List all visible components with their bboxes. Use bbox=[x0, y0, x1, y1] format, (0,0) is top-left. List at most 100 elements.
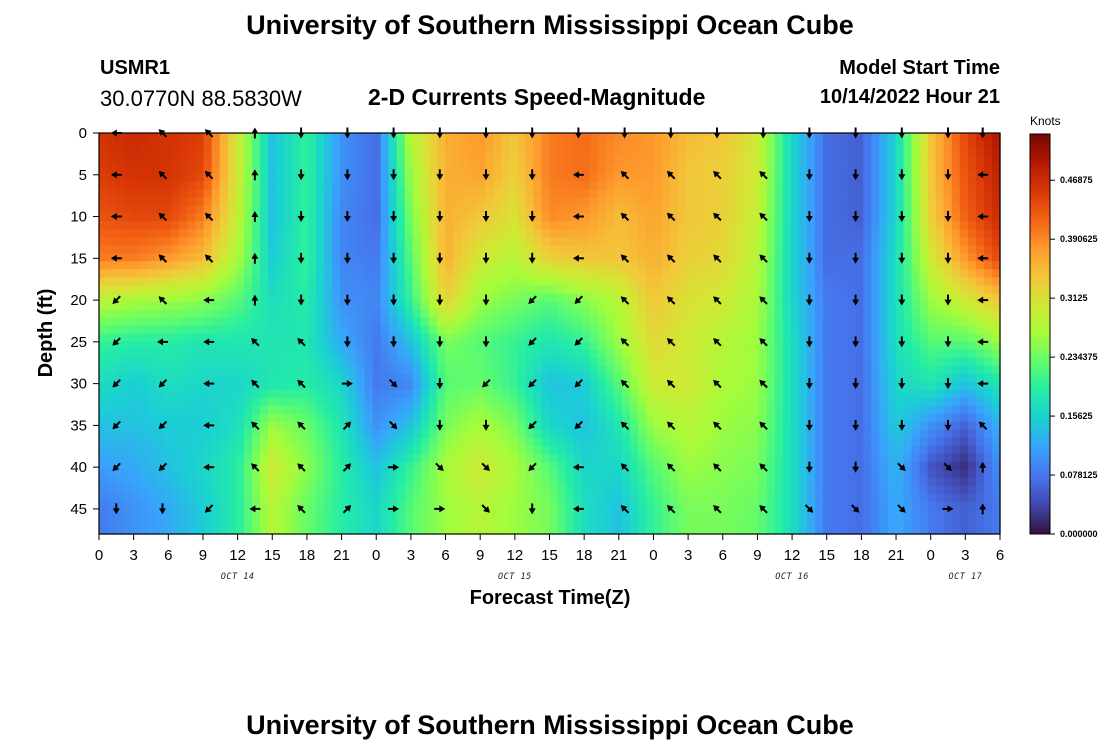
heat-cell bbox=[766, 405, 776, 415]
heat-cell bbox=[879, 437, 888, 447]
heat-cell bbox=[195, 429, 205, 439]
heat-cell bbox=[863, 365, 872, 375]
heat-cell bbox=[477, 453, 486, 463]
heat-cell bbox=[219, 269, 229, 278]
heat-cell bbox=[219, 205, 229, 214]
heat-cell bbox=[284, 309, 293, 319]
heat-cell bbox=[782, 429, 792, 439]
heat-cell bbox=[863, 477, 872, 487]
heat-cell bbox=[284, 429, 293, 439]
heat-cell bbox=[219, 325, 229, 335]
heat-cell bbox=[935, 461, 945, 471]
heat-cell bbox=[235, 197, 245, 206]
heat-cell bbox=[686, 221, 695, 230]
heat-cell bbox=[444, 197, 454, 206]
heat-cell bbox=[123, 413, 132, 423]
heat-cell bbox=[710, 357, 720, 367]
heat-cell bbox=[267, 157, 277, 166]
heat-cell bbox=[267, 373, 277, 383]
heat-cell bbox=[847, 293, 856, 303]
heat-cell bbox=[340, 149, 349, 158]
heat-cell bbox=[308, 165, 317, 174]
heat-cell bbox=[734, 197, 744, 206]
heat-cell bbox=[790, 173, 800, 182]
heat-cell bbox=[251, 197, 261, 206]
heat-cell bbox=[983, 461, 993, 471]
heat-cell bbox=[388, 445, 398, 455]
heat-cell bbox=[750, 309, 760, 319]
heat-cell bbox=[887, 157, 897, 166]
heat-cell bbox=[903, 349, 913, 359]
heat-cell bbox=[951, 285, 961, 294]
heat-cell bbox=[107, 413, 116, 423]
heat-cell bbox=[493, 485, 502, 495]
heat-cell bbox=[694, 349, 703, 359]
heat-cell bbox=[501, 237, 510, 246]
heat-cell bbox=[589, 269, 599, 278]
heat-cell bbox=[219, 413, 229, 423]
heat-cell bbox=[275, 317, 285, 327]
heat-cell bbox=[533, 301, 543, 311]
heat-cell bbox=[517, 301, 526, 311]
heat-cell bbox=[967, 301, 977, 311]
heat-cell bbox=[654, 213, 663, 222]
heat-cell bbox=[597, 253, 607, 262]
heat-cell bbox=[951, 325, 961, 335]
heat-cell bbox=[662, 333, 671, 343]
heat-cell bbox=[396, 149, 406, 158]
heat-cell bbox=[951, 389, 961, 399]
heat-cell bbox=[469, 381, 478, 391]
heat-cell bbox=[444, 253, 454, 262]
heat-cell bbox=[163, 133, 172, 142]
heat-cell bbox=[847, 325, 856, 335]
heat-cell bbox=[275, 389, 285, 399]
heat-cell bbox=[372, 477, 382, 487]
heat-cell bbox=[943, 221, 953, 230]
heat-cell bbox=[404, 397, 414, 407]
heat-cell bbox=[823, 437, 832, 447]
heat-cell bbox=[187, 285, 197, 294]
heat-cell bbox=[203, 397, 213, 407]
heat-cell bbox=[316, 293, 325, 303]
heat-cell bbox=[211, 189, 221, 198]
heat-cell bbox=[718, 381, 728, 391]
heat-cell bbox=[533, 237, 543, 246]
heat-cell bbox=[235, 317, 245, 327]
heat-cell bbox=[348, 413, 358, 423]
model-start-value: 10/14/2022 Hour 21 bbox=[819, 86, 1000, 108]
heat-cell bbox=[774, 325, 784, 335]
heat-cell bbox=[396, 253, 406, 262]
heat-cell bbox=[983, 181, 993, 190]
heat-cell bbox=[911, 341, 921, 351]
heat-cell bbox=[694, 285, 703, 294]
heat-cell bbox=[959, 405, 969, 415]
heat-cell bbox=[115, 157, 124, 166]
heat-cell bbox=[879, 157, 888, 166]
heat-cell bbox=[372, 197, 382, 206]
heat-cell bbox=[919, 237, 929, 246]
heat-cell bbox=[726, 477, 736, 487]
heat-cell bbox=[428, 445, 438, 455]
heat-cell bbox=[774, 165, 784, 174]
heat-cell bbox=[380, 133, 390, 142]
heat-cell bbox=[879, 149, 888, 158]
heat-cell bbox=[919, 317, 929, 327]
heat-cell bbox=[911, 197, 921, 206]
heat-cell bbox=[155, 429, 164, 439]
heat-cell bbox=[589, 205, 599, 214]
heat-cell bbox=[951, 245, 961, 254]
heat-cell bbox=[895, 477, 905, 487]
heat-cell bbox=[533, 421, 543, 431]
heat-cell bbox=[879, 197, 888, 206]
heat-cell bbox=[525, 245, 535, 254]
heat-cell bbox=[991, 213, 1001, 222]
heat-cell bbox=[573, 293, 583, 303]
heat-cell bbox=[806, 357, 816, 367]
heat-cell bbox=[139, 357, 148, 367]
heat-cell bbox=[203, 277, 213, 286]
heat-cell bbox=[251, 245, 261, 254]
heat-cell bbox=[211, 301, 221, 311]
heat-cell bbox=[477, 181, 486, 190]
heat-cell bbox=[412, 245, 422, 254]
heat-cell bbox=[139, 429, 148, 439]
